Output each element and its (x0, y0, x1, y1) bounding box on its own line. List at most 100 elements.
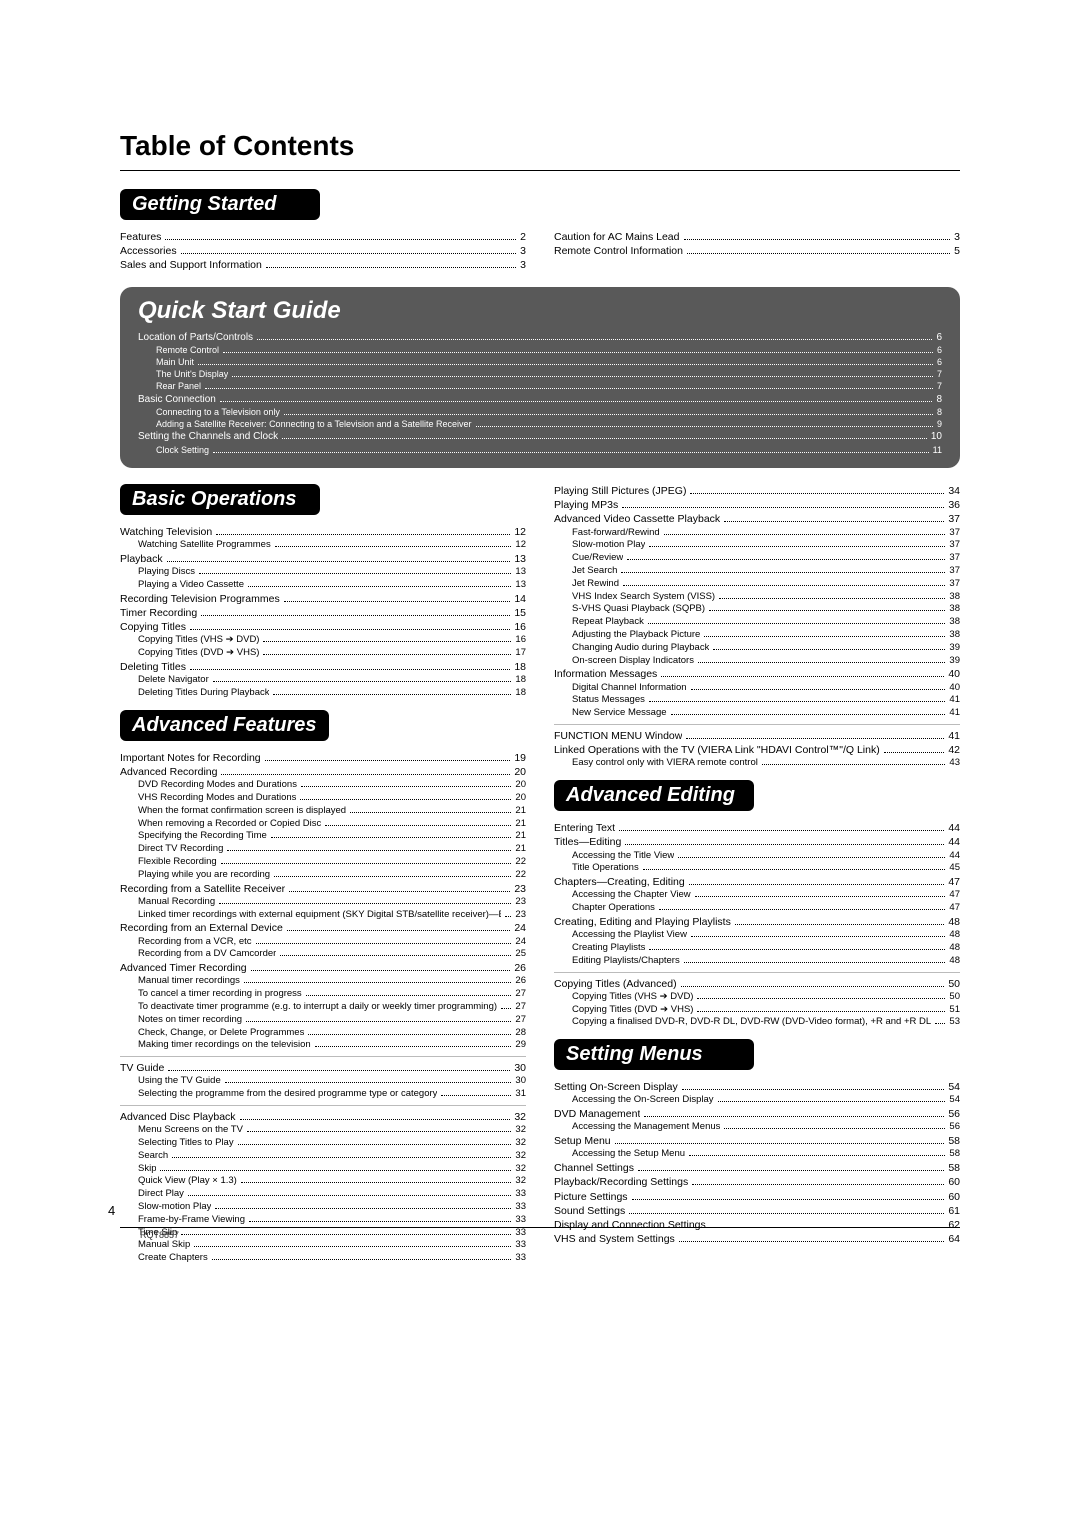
toc-page: 33 (515, 1201, 526, 1214)
toc-label: Features (120, 230, 161, 244)
toc-row: Manual Skip33 (120, 1239, 526, 1252)
toc-page: 39 (949, 642, 960, 655)
toc-dots (213, 681, 512, 682)
toc-dots (684, 239, 951, 240)
toc-page: 18 (515, 687, 526, 700)
toc-label: Manual Skip (138, 1239, 190, 1252)
toc-row: To cancel a timer recording in progress2… (120, 988, 526, 1001)
toc-row: Frame-by-Frame Viewing33 (120, 1214, 526, 1227)
toc-dots (325, 825, 511, 826)
toc-label: When the format confirmation screen is d… (138, 805, 346, 818)
toc-dots (273, 694, 511, 695)
toc-page: 16 (515, 634, 526, 647)
toc-row: Accessing the Chapter View47 (554, 889, 960, 902)
toc-row: DVD Management56 (554, 1107, 960, 1121)
toc-row: Information Messages40 (554, 667, 960, 681)
toc-page: 38 (949, 616, 960, 629)
toc-dots (219, 903, 511, 904)
toc-label: Menu Screens on the TV (138, 1124, 243, 1137)
toc-row: Search32 (120, 1150, 526, 1163)
toc-row: Deleting Titles18 (120, 660, 526, 674)
toc-label: Setting On-Screen Display (554, 1080, 678, 1094)
toc-page: 9 (937, 418, 942, 430)
toc-label: Display and Connection Settings (554, 1218, 706, 1232)
toc-page: 32 (515, 1137, 526, 1150)
toc-dots (690, 493, 944, 494)
toc-page: 30 (514, 1061, 526, 1075)
toc-label: Recording from a DV Camcorder (138, 948, 276, 961)
toc-row: Picture Settings60 (554, 1190, 960, 1204)
toc-row: Sales and Support Information3 (120, 258, 526, 272)
toc-page: 54 (949, 1094, 960, 1107)
toc-dots (691, 936, 945, 937)
toc-label: Copying Titles (DVD ➔ VHS) (138, 647, 259, 660)
toc-label: Playing MP3s (554, 498, 618, 512)
toc-row: Slow-motion Play37 (554, 539, 960, 552)
toc-page: 20 (515, 792, 526, 805)
toc-row: VHS Index Search System (VISS)38 (554, 591, 960, 604)
toc-row: Specifying the Recording Time21 (120, 830, 526, 843)
toc-row: When the format confirmation screen is d… (120, 805, 526, 818)
toc-label: Location of Parts/Controls (138, 331, 253, 345)
toc-label: To cancel a timer recording in progress (138, 988, 302, 1001)
toc-dots (682, 1089, 945, 1090)
toc-row: Recording from a DV Camcorder25 (120, 948, 526, 961)
toc-row: Display and Connection Settings62 (554, 1218, 960, 1232)
toc-dots (165, 239, 516, 240)
toc-dots (476, 426, 933, 427)
toc-page: 21 (515, 818, 526, 831)
toc-page: 6 (936, 331, 942, 345)
toc-row: Easy control only with VIERA remote cont… (554, 757, 960, 770)
toc-page: 58 (948, 1134, 960, 1148)
toc-label: Skip (138, 1163, 156, 1176)
toc-dots (659, 909, 946, 910)
toc-page: 2 (520, 230, 526, 244)
toc-page: 30 (515, 1075, 526, 1088)
toc-row: Using the TV Guide30 (120, 1075, 526, 1088)
toc-row: Caution for AC Mains Lead3 (554, 230, 960, 244)
toc-page: 40 (949, 682, 960, 695)
toc-label: Watching Television (120, 525, 212, 539)
toc-dots (623, 585, 945, 586)
toc-row: Playback13 (120, 552, 526, 566)
toc-page: 3 (520, 244, 526, 258)
toc-dots (691, 689, 946, 690)
toc-dots (632, 1199, 945, 1200)
toc-dots (704, 636, 945, 637)
toc-dots (713, 649, 945, 650)
toc-row: When removing a Recorded or Copied Disc2… (120, 818, 526, 831)
toc-dots (263, 654, 511, 655)
toc-page: 41 (949, 707, 960, 720)
toc-label: Accessing the On-Screen Display (572, 1094, 714, 1107)
toc-page: 18 (515, 674, 526, 687)
toc-row: Advanced Recording20 (120, 765, 526, 779)
toc-dots (615, 1143, 945, 1144)
toc-page: 23 (515, 896, 526, 909)
toc-page: 8 (936, 393, 942, 407)
toc-label: Quick View (Play × 1.3) (138, 1175, 237, 1188)
section-adv-features: Advanced Features (120, 710, 329, 741)
toc-row: Jet Search37 (554, 565, 960, 578)
toc-page: 32 (515, 1150, 526, 1163)
footer-divider (120, 1227, 960, 1228)
toc-row: VHS and System Settings64 (554, 1232, 960, 1246)
toc-page: 26 (515, 975, 526, 988)
toc-label: DVD Management (554, 1107, 640, 1121)
toc-dots (629, 1213, 944, 1214)
toc-page: 44 (948, 821, 960, 835)
toc-page: 31 (515, 1088, 526, 1101)
toc-row: Status Messages41 (554, 694, 960, 707)
toc-page: 48 (949, 955, 960, 968)
toc-row: Adding a Satellite Receiver: Connecting … (138, 418, 942, 430)
section-basic-ops: Basic Operations (120, 484, 320, 515)
toc-dots (719, 598, 945, 599)
toc-label: Advanced Timer Recording (120, 961, 247, 975)
toc-dots (265, 760, 511, 761)
toc-label: To deactivate timer programme (e.g. to i… (138, 1001, 497, 1014)
toc-label: Main Unit (156, 356, 194, 368)
toc-dots (698, 662, 945, 663)
toc-dots (249, 1221, 511, 1222)
toc-label: Check, Change, or Delete Programmes (138, 1027, 304, 1040)
page-number: 4 (108, 1203, 115, 1218)
toc-label: Create Chapters (138, 1252, 208, 1265)
